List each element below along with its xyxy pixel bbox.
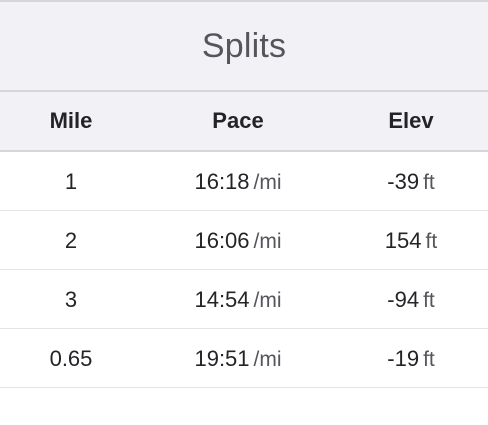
pace-cell: 19:51/mi [142,346,334,372]
pace-unit: /mi [253,170,282,194]
elev-cell: -94 ft [334,287,488,313]
pace-unit: /mi [253,347,282,371]
pace-value: 19:51 [194,345,250,371]
title-bar: Splits [0,2,488,92]
elev-value: 154 [384,227,422,253]
splits-title: Splits [201,26,287,65]
table-row: 2 16:06/mi 154 ft [0,211,488,270]
pace-cell: 16:06/mi [142,228,334,254]
pace-value: 16:06 [194,227,250,253]
elev-unit: ft [425,229,438,253]
pace-value: 16:18 [194,168,250,194]
table-header: Mile Pace Elev [0,92,488,152]
elev-unit: ft [423,347,435,371]
elev-cell: 154 ft [334,228,488,254]
pace-value: 14:54 [194,286,250,312]
pace-cell: 16:18/mi [142,169,334,195]
elev-cell: -39 ft [334,169,488,195]
elev-value: -94 [387,286,420,312]
pace-cell: 14:54/mi [142,287,334,313]
mile-cell: 3 [64,286,78,312]
table-row: 1 16:18/mi -39 ft [0,152,488,211]
mile-cell: 0.65 [49,345,93,371]
header-mile: Mile [49,108,93,133]
splits-panel: Splits Mile Pace Elev 1 16:18/mi -39 ft 2… [0,0,488,388]
elev-value: -39 [387,168,420,194]
table-row: 3 14:54/mi -94 ft [0,270,488,329]
elev-value: -19 [387,345,420,371]
pace-unit: /mi [253,229,282,253]
mile-cell: 1 [64,168,78,194]
table-row: 0.65 19:51/mi -19 ft [0,329,488,388]
mile-cell: 2 [64,227,78,253]
header-elev: Elev [388,108,434,133]
pace-unit: /mi [253,288,282,312]
elev-cell: -19 ft [334,346,488,372]
elev-unit: ft [423,170,435,194]
header-pace: Pace [212,108,264,133]
elev-unit: ft [423,288,435,312]
top-divider [0,0,488,2]
